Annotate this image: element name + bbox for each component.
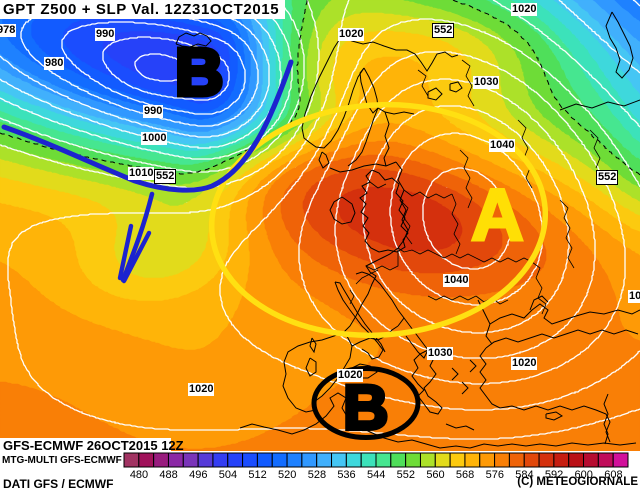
svg-text:576: 576 [486,469,504,481]
svg-text:528: 528 [308,469,326,481]
svg-text:B: B [175,35,223,110]
svg-text:584: 584 [515,469,533,481]
svg-text:512: 512 [248,469,266,481]
svg-text:A: A [471,175,524,256]
svg-text:608: 608 [604,469,622,481]
svg-text:496: 496 [189,469,207,481]
svg-text:504: 504 [219,469,237,481]
svg-text:600: 600 [575,469,593,481]
svg-text:560: 560 [426,469,444,481]
svg-text:536: 536 [337,469,355,481]
svg-text:568: 568 [456,469,474,481]
svg-text:B: B [343,373,389,443]
svg-text:520: 520 [278,469,296,481]
svg-text:488: 488 [159,469,177,481]
svg-text:592: 592 [545,469,563,481]
svg-text:544: 544 [367,469,385,481]
svg-text:552: 552 [397,469,415,481]
svg-text:480: 480 [130,469,148,481]
